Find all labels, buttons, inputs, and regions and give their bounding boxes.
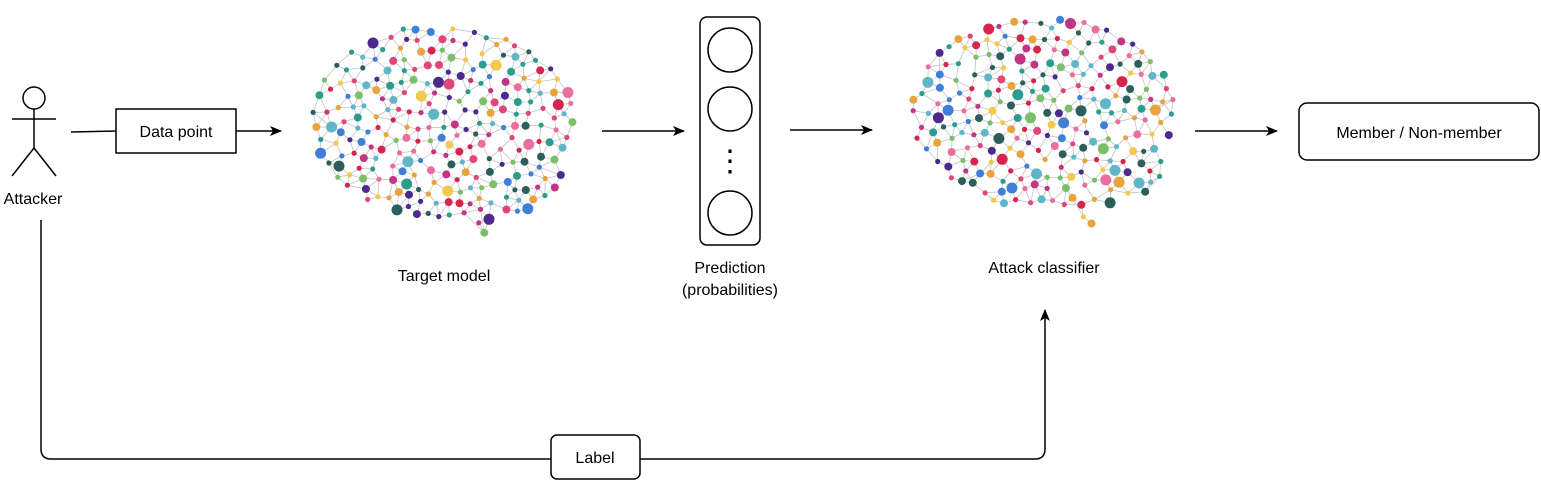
member-output-node: Member / Non-member <box>1298 102 1540 161</box>
label-node: Label <box>550 434 641 480</box>
attacker-icon <box>11 86 57 177</box>
prediction-label-line2: (probabilities) <box>682 282 778 299</box>
target-model-brain-icon <box>310 25 577 237</box>
edge-attacker-to-data-point <box>70 130 117 133</box>
member-output-label: Member / Non-member <box>1336 125 1502 142</box>
probability-neuron-1 <box>707 27 753 73</box>
prediction-vector-node: ⋮ <box>699 16 761 246</box>
data-point-label: Data point <box>140 124 213 141</box>
edge-attacker-label-to-attack-classifier <box>40 220 1050 460</box>
brain-connection-lines <box>912 19 1174 224</box>
label-box-text: Label <box>575 450 614 467</box>
target-model-label: Target model <box>398 268 491 285</box>
prediction-label-line1: Prediction <box>694 260 765 277</box>
brain-neuron-dots <box>310 25 577 237</box>
prediction-ellipsis: ⋮ <box>715 145 745 178</box>
probability-neuron-n <box>707 190 753 236</box>
probability-neuron-2 <box>707 86 753 132</box>
attack-classifier-label: Attack classifier <box>988 260 1100 277</box>
brain-neuron-dots <box>909 15 1176 228</box>
attacker-label: Attacker <box>4 191 63 208</box>
data-point-node: Data point <box>115 108 237 154</box>
attack-classifier-brain-icon <box>909 15 1176 228</box>
